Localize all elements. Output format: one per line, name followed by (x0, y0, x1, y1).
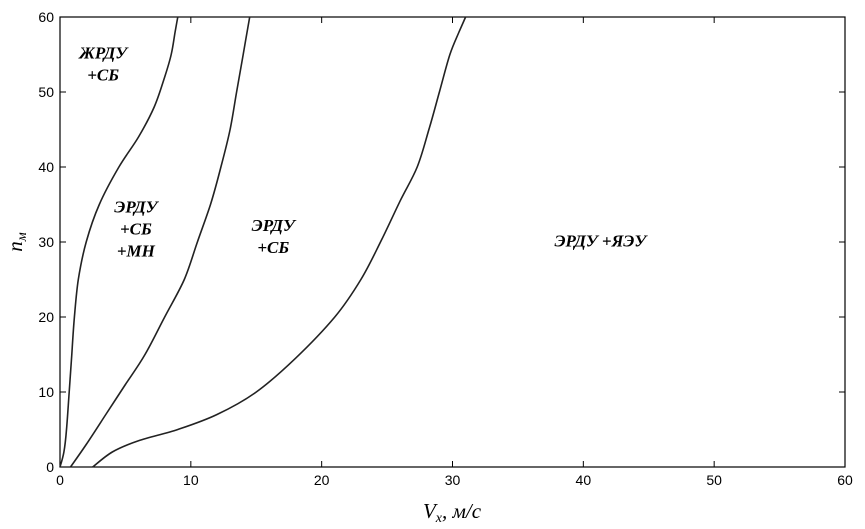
x-tick-label: 0 (56, 472, 64, 488)
y-axis-label-sub: м (15, 232, 30, 242)
x-tick-label: 20 (314, 472, 330, 488)
x-tick-label: 40 (576, 472, 592, 488)
region-label-line: ЭРДУ (252, 216, 297, 235)
y-tick-label: 0 (46, 459, 54, 475)
y-tick-label: 50 (38, 84, 54, 100)
x-tick-label: 60 (837, 472, 853, 488)
region-label-line: ЖРДУ (78, 44, 129, 63)
y-axis-label-main: n (3, 241, 27, 252)
region-label: ЭРДУ +СБ +МН (114, 198, 159, 261)
x-axis-label-unit: , м/с (442, 499, 482, 523)
x-axis-label: Vx, м/с (423, 499, 482, 526)
region-label: ЭРДУ +СБ (252, 216, 297, 257)
y-tick-label: 10 (38, 384, 54, 400)
x-tick-label: 30 (445, 472, 461, 488)
region-label-line: +СБ (257, 238, 289, 257)
region-labels: ЖРДУ +СБ ЭРДУ +СБ +МН ЭРДУ +СБ ЭРДУ +ЯЭУ (78, 44, 648, 261)
region-label-line: +МН (117, 242, 156, 261)
region-label-line: ЭРДУ +ЯЭУ (554, 232, 648, 251)
x-tick-label: 10 (183, 472, 199, 488)
boundary-curve-1 (59, 16, 179, 468)
y-tick-label: 60 (38, 9, 54, 25)
x-axis-label-sub: x (435, 511, 443, 526)
x-tick-label: 50 (706, 472, 722, 488)
region-label: ЭРДУ +ЯЭУ (554, 232, 648, 251)
y-tick-label: 30 (38, 234, 54, 250)
y-axis-label: nм (3, 232, 30, 252)
region-label-line: +СБ (87, 66, 119, 85)
region-label: ЖРДУ +СБ (78, 44, 129, 85)
boundary-curve-3 (92, 16, 467, 468)
curves (59, 16, 467, 468)
boundary-curve-2 (69, 16, 251, 468)
y-tick-label: 40 (38, 159, 54, 175)
region-label-line: ЭРДУ (114, 198, 159, 217)
ticks: 0 10 20 30 40 50 60 0 10 20 30 40 50 60 (38, 9, 853, 488)
y-tick-label: 20 (38, 309, 54, 325)
plot-frame (59, 16, 846, 468)
x-axis-label-main: V (423, 499, 438, 523)
region-label-line: +СБ (120, 220, 152, 239)
